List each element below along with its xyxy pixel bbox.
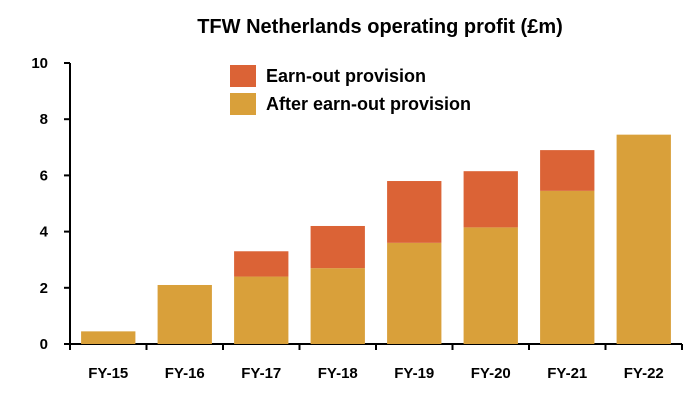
legend-swatch xyxy=(230,93,256,115)
x-tick-label: FY-17 xyxy=(241,365,281,382)
y-tick-label: 10 xyxy=(31,55,48,72)
y-tick-label: 4 xyxy=(40,224,49,241)
bar-after-earn-out xyxy=(234,276,289,344)
bar-after-earn-out xyxy=(387,242,442,344)
bar-after-earn-out xyxy=(81,331,136,344)
y-tick-label: 8 xyxy=(40,111,48,128)
bar-earn-out-provision xyxy=(310,225,365,269)
legend: Earn-out provision After earn-out provisi… xyxy=(230,65,471,115)
bar-after-earn-out xyxy=(157,284,212,344)
y-tick-label: 2 xyxy=(40,280,48,297)
bar-after-earn-out xyxy=(540,190,595,344)
legend-label: Earn-out provision xyxy=(266,66,426,86)
x-axis: FY-15 FY-16 FY-17 FY-18 FY-19 FY-20 FY-21 FY-22 xyxy=(69,343,683,382)
bar-after-earn-out xyxy=(310,268,365,344)
x-tick-label: FY-18 xyxy=(318,365,358,382)
bar-after-earn-out xyxy=(463,227,518,344)
bar-earn-out-provision xyxy=(387,181,442,243)
y-axis: 0 2 4 6 8 10 xyxy=(31,55,71,353)
bars-group xyxy=(81,134,671,344)
bar-after-earn-out xyxy=(616,134,671,344)
legend-label: After earn-out provision xyxy=(266,94,471,114)
y-tick-label: 0 xyxy=(40,336,48,353)
x-tick-label: FY-22 xyxy=(624,365,664,382)
x-tick-label: FY-15 xyxy=(88,365,128,382)
bar-earn-out-provision xyxy=(540,150,595,191)
y-tick-label: 6 xyxy=(40,167,48,184)
x-tick-label: FY-19 xyxy=(394,365,434,382)
x-tick-label: FY-16 xyxy=(165,365,205,382)
chart-title: TFW Netherlands operating profit (£m) xyxy=(197,16,563,38)
bar-earn-out-provision xyxy=(463,171,518,228)
bar-earn-out-provision xyxy=(234,251,289,277)
x-tick-label: FY-20 xyxy=(471,365,511,382)
x-tick-label: FY-21 xyxy=(547,365,587,382)
legend-swatch xyxy=(230,65,256,87)
